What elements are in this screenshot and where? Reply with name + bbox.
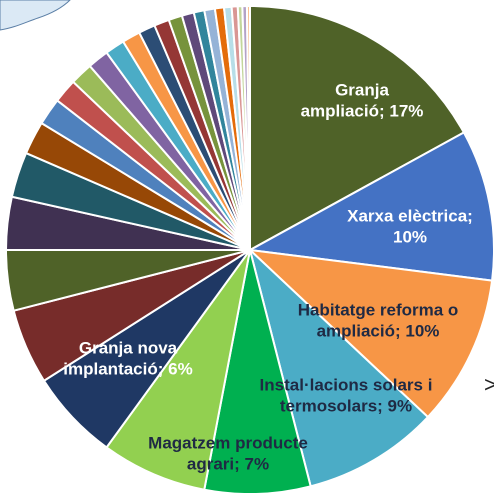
pie-labels: Granja ampliació; 17% Xarxa elèctrica; 10% H… [63,81,473,474]
pie-slice [245,4,251,251]
pie-slice [105,249,251,491]
pie-slice [203,249,312,493]
data-label: Magatzem producte agrari; 7% [148,434,308,474]
annotation: > [484,372,494,397]
map-fragment [0,0,71,31]
data-label: Granja ampliació; 17% [301,81,424,121]
pie-slice [248,246,430,488]
data-label: Granja nova implantació; 6% [63,339,192,379]
data-label: Xarxa elèctrica; 10% [347,207,473,247]
pie-slice [246,131,494,282]
data-label: Habitatge reforma o ampliació; 10% [298,301,459,341]
pie [4,4,494,493]
pie-slice [247,248,494,419]
data-label: Instal·lacions solars i termosolars; 9% [260,376,433,416]
pie-slice [249,4,466,252]
